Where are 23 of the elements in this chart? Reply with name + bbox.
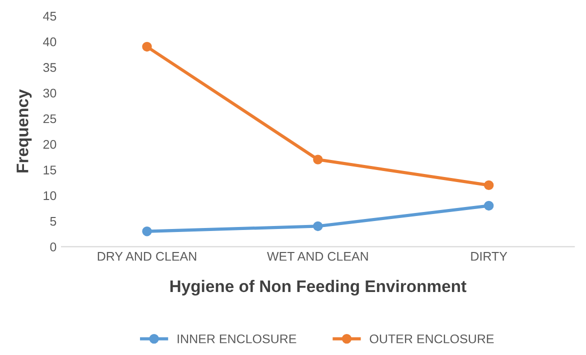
y-tick-label: 35: [43, 63, 56, 72]
y-tick-label: 20: [43, 140, 56, 149]
y-tick-label: 10: [44, 191, 56, 200]
point: [313, 221, 323, 232]
y-tick-label: 25: [43, 114, 56, 124]
x-tick-label: WET AND CLEAN: [267, 252, 368, 261]
point: [484, 200, 494, 211]
point: [313, 154, 323, 164]
legend-label: INNER ENCLOSURE: [178, 334, 296, 344]
point: [142, 226, 152, 236]
y-axis-title: Frequency: [16, 89, 32, 172]
y-tick-label: 0: [50, 242, 56, 252]
point: [484, 180, 494, 190]
x-tick-label: DIRTY: [471, 252, 508, 261]
x-axis-title: Hygiene of Non Feeding Environment: [170, 280, 466, 296]
y-tick-label: 45: [43, 12, 56, 21]
y-tick-label: 15: [44, 166, 56, 174]
x-tick-label: DRY AND CLEAN: [98, 252, 196, 261]
y-tick-label: 30: [43, 88, 56, 98]
point: [142, 42, 152, 52]
y-tick-label: 5: [50, 217, 56, 226]
legend-label: OUTER ENCLOSURE: [370, 334, 494, 344]
y-tick-label: 40: [43, 37, 56, 46]
